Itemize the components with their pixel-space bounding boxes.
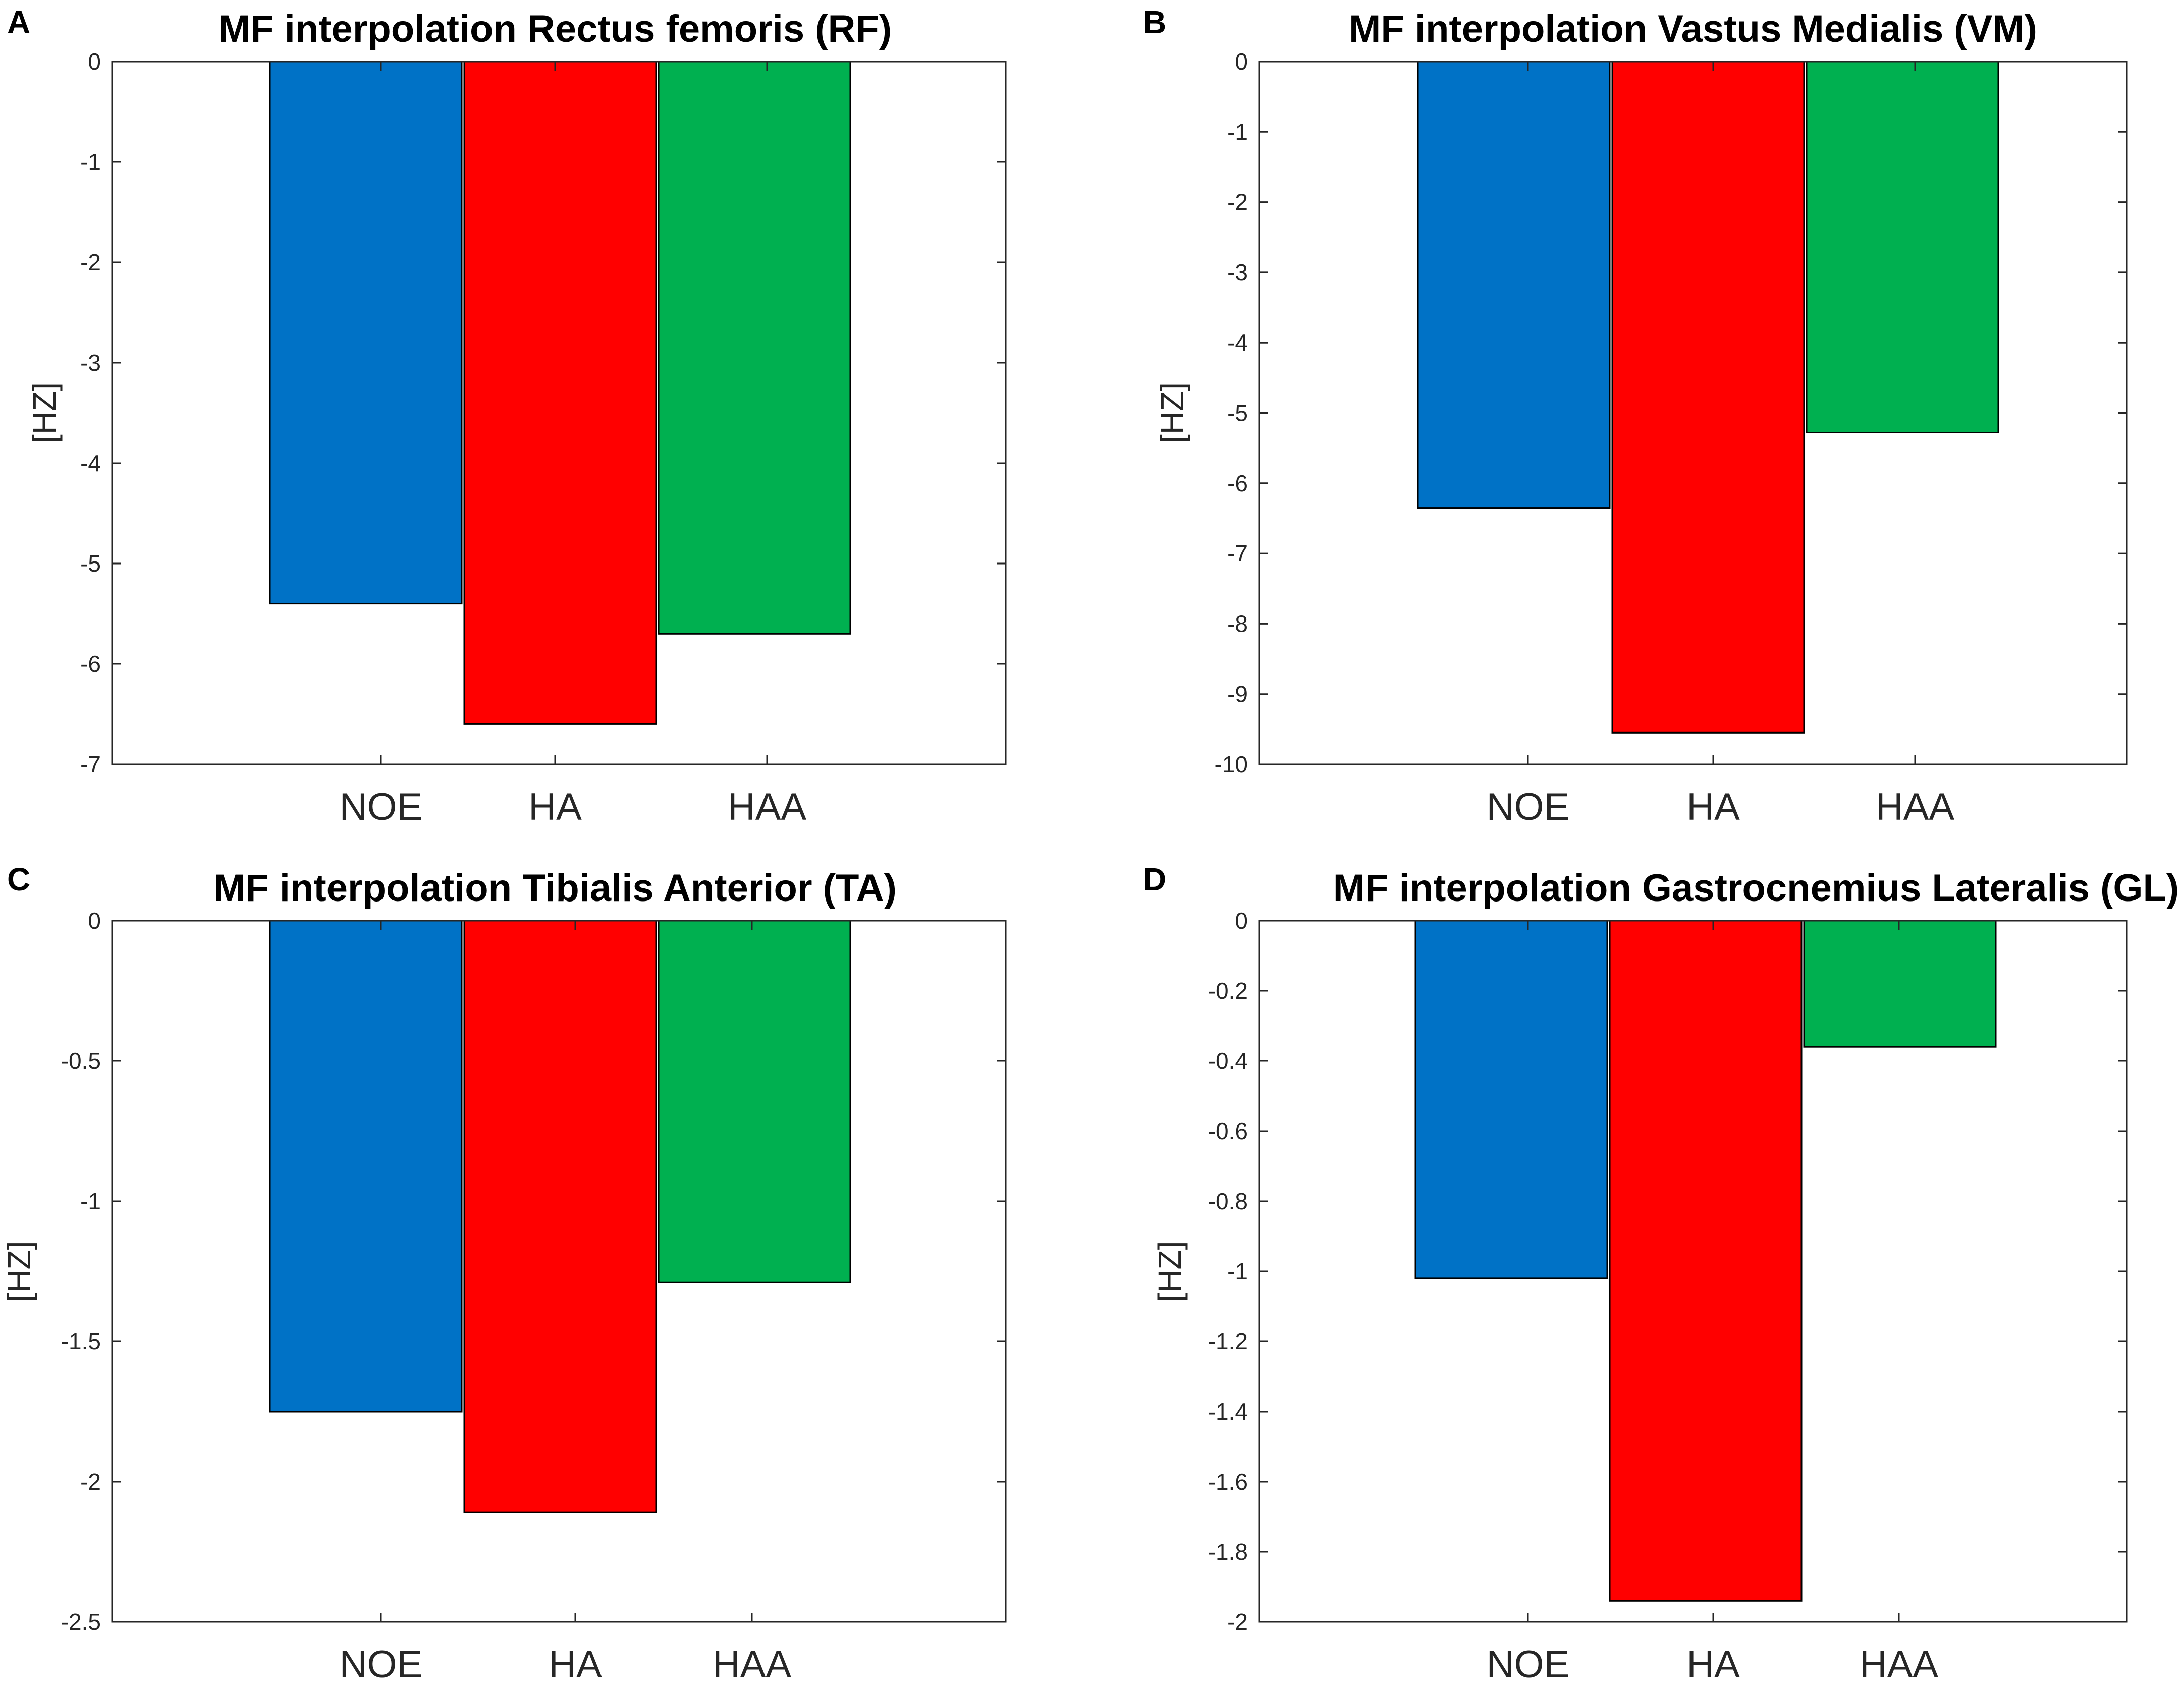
bar-haa: [1806, 61, 1999, 434]
chart-title: MF interpolation Rectus femoris (RF): [219, 8, 892, 50]
x-tick-label-haa: HAA: [1860, 1643, 1939, 1686]
x-tick-label-ha: HA: [1686, 1643, 1740, 1686]
y-tick-label: -1: [1227, 1258, 1248, 1284]
bar-haa: [658, 61, 851, 635]
y-tick-label: 0: [1235, 908, 1248, 934]
y-tick-label: -5: [1227, 400, 1248, 426]
bar-ha: [463, 61, 657, 725]
y-axis-label: [HZ]: [1, 1241, 37, 1302]
y-tick-label: -2: [80, 1469, 101, 1495]
bar-noe: [1414, 920, 1608, 1279]
y-tick-label: -2: [1227, 189, 1248, 215]
y-tick-label: -1.2: [1208, 1328, 1248, 1355]
y-tick-label: -8: [1227, 610, 1248, 637]
y-axis-label: [HZ]: [1152, 1241, 1188, 1302]
y-tick-label: -3: [80, 350, 101, 376]
chart-panel-d: D MF interpolation Gastrocnemius Laterali…: [1143, 861, 2179, 1686]
y-tick-label: -1: [80, 149, 101, 175]
panel-letter: D: [1143, 861, 1166, 897]
y-tick-label: -0.6: [1208, 1118, 1248, 1144]
x-tick-label-noe: NOE: [340, 1643, 423, 1686]
chart-title: MF interpolation Vastus Medialis (VM): [1349, 8, 2037, 50]
chart-panel-a: A MF interpolation Rectus femoris (RF) 0 -1…: [7, 4, 1007, 828]
y-tick-label: -0.5: [61, 1048, 101, 1074]
y-tick-label: -5: [80, 550, 101, 577]
bar-haa: [1803, 920, 1997, 1048]
y-tick-label: -1.4: [1208, 1398, 1248, 1425]
bar-noe: [1417, 61, 1611, 509]
y-axis-label: [HZ]: [1154, 382, 1190, 443]
chart-panel-b: B MF interpolation Vastus Medialis (VM) 0 -…: [1143, 4, 2128, 828]
y-tick-label: -2.5: [61, 1609, 101, 1635]
axes-frame: [111, 61, 1007, 765]
bar-noe: [269, 920, 463, 1413]
y-tick-label: -3: [1227, 259, 1248, 286]
bar-ha: [1611, 61, 1805, 734]
panel-letter: C: [7, 861, 30, 897]
y-tick-label: -2: [80, 249, 101, 275]
bar-haa: [658, 920, 851, 1283]
y-tick-label: -1: [1227, 119, 1248, 145]
x-tick-label-haa: HAA: [713, 1643, 792, 1686]
x-tick-label-ha: HA: [528, 785, 582, 828]
y-tick-label: -7: [1227, 540, 1248, 567]
chart-panel-c: C MF interpolation Tibialis Anterior (TA)…: [1, 861, 1007, 1686]
x-tick-label-haa: HAA: [728, 785, 807, 828]
chart-title: MF interpolation Tibialis Anterior (TA): [213, 867, 897, 910]
x-tick-label-noe: NOE: [340, 785, 423, 828]
x-tick-label-noe: NOE: [1487, 1643, 1570, 1686]
panel-letter: B: [1143, 4, 1166, 40]
x-tick-label-noe: NOE: [1487, 785, 1570, 828]
y-tick-label: -6: [80, 651, 101, 677]
y-axis-label: [HZ]: [26, 382, 63, 443]
y-tick-label: -1: [80, 1188, 101, 1214]
x-tick-label-ha: HA: [1686, 785, 1740, 828]
y-tick-label: -7: [80, 751, 101, 777]
y-tick-label: -0.4: [1208, 1048, 1248, 1074]
y-tick-label: -1.6: [1208, 1469, 1248, 1495]
y-tick-label: -4: [80, 450, 101, 476]
y-tick-label: 0: [1235, 48, 1248, 75]
y-tick-label: -2: [1227, 1609, 1248, 1635]
bar-ha: [463, 920, 657, 1513]
y-tick-label: -0.8: [1208, 1188, 1248, 1214]
y-tick-label: -1.5: [61, 1328, 101, 1355]
y-tick-label: -9: [1227, 681, 1248, 707]
x-tick-label-haa: HAA: [1876, 785, 1955, 828]
y-tick-label: -4: [1227, 329, 1248, 356]
y-tick-label: -1.8: [1208, 1539, 1248, 1565]
y-tick-label: 0: [88, 908, 101, 934]
x-tick-label-ha: HA: [549, 1643, 602, 1686]
y-tick-label: -0.2: [1208, 978, 1248, 1004]
chart-title: MF interpolation Gastrocnemius Lateralis…: [1333, 867, 2179, 910]
panel-letter: A: [7, 4, 30, 40]
bar-ha: [1609, 920, 1803, 1602]
bar-noe: [269, 61, 463, 605]
y-tick-label: -10: [1215, 751, 1248, 777]
axes-frame: [111, 920, 1007, 1623]
y-tick-label: -6: [1227, 470, 1248, 496]
y-tick-label: 0: [88, 48, 101, 75]
